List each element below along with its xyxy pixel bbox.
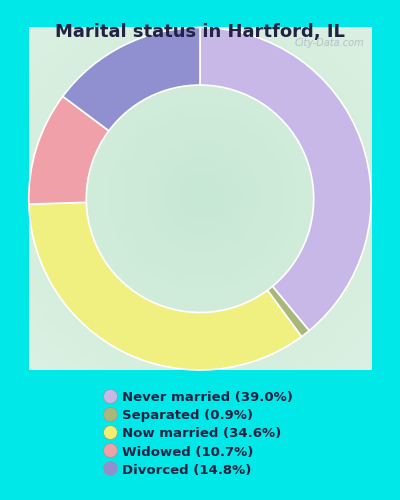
Wedge shape bbox=[63, 28, 200, 131]
Wedge shape bbox=[29, 96, 109, 204]
Text: Marital status in Hartford, IL: Marital status in Hartford, IL bbox=[55, 22, 345, 40]
Wedge shape bbox=[29, 202, 302, 370]
Text: City-Data.com: City-Data.com bbox=[295, 38, 364, 48]
Legend: Never married (39.0%), Separated (0.9%), Now married (34.6%), Widowed (10.7%), D: Never married (39.0%), Separated (0.9%),… bbox=[103, 387, 297, 480]
Wedge shape bbox=[268, 286, 309, 337]
Wedge shape bbox=[200, 28, 371, 330]
